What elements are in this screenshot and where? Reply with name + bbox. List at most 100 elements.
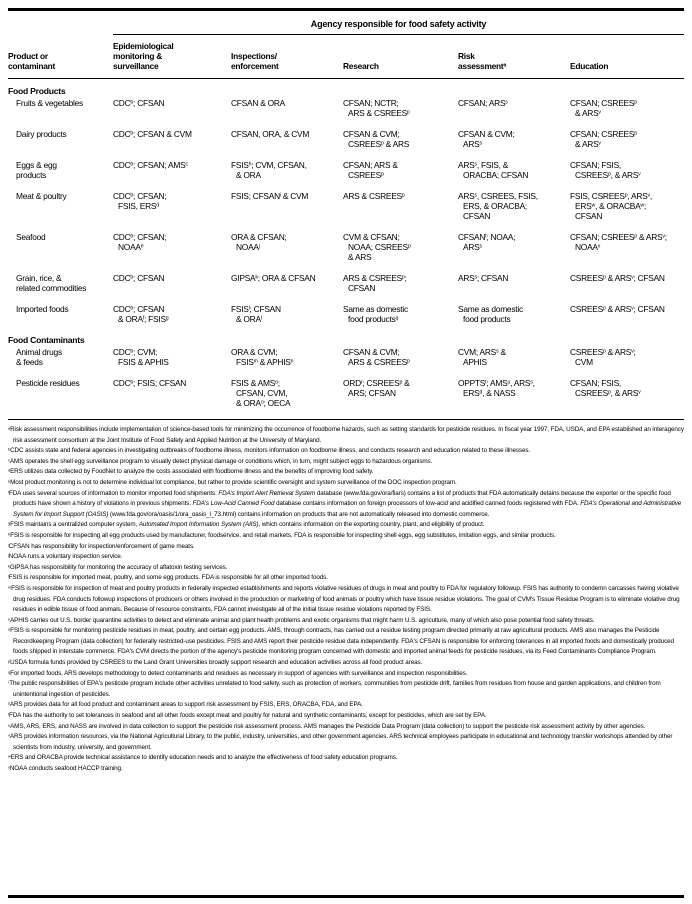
footnote-b: bCDC assists state and federal agencies … xyxy=(8,446,531,455)
footnote-c: cAMS operates the shell egg surveillance… xyxy=(8,457,433,465)
product-cell: Meat & poultry xyxy=(16,191,67,201)
column-header: Risk assessmenta xyxy=(458,51,507,71)
product-cell: Dairy products xyxy=(16,129,67,139)
table-row: Pesticide residues CDCb; FSIS; CFSAN FSIS … xyxy=(8,378,684,408)
footnote-j: jNOAA runs a voluntary inspection servic… xyxy=(8,552,123,561)
section-heading: Food Contaminants xyxy=(8,335,85,345)
agency-cell: CDCb; CFSAN; NOAAe xyxy=(113,232,167,252)
agency-cell: CDCb; CFSAN; AMSc xyxy=(113,160,188,170)
footnote-n: nAPHIS carries out U.S. border quarantin… xyxy=(8,615,595,624)
table-row: Imported foods CDCb; CFSAN & ORAf; FSISg FS… xyxy=(8,304,684,324)
agency-cell: CDCb; CFSAN & CVM xyxy=(113,129,192,139)
column-header: Epidemiological monitoring & surveillance xyxy=(113,41,174,71)
table-title: Agency responsible for food safety activ… xyxy=(113,19,684,35)
agency-cell: ORA & CFSAN; NOAAj xyxy=(231,232,287,252)
table-row: Fruits & vegetables CDCb; CFSAN CFSAN & OR… xyxy=(8,98,684,118)
footnote-i: iCFSAN has responsibility for inspection… xyxy=(8,541,195,550)
footnote-p: pUSDA formula funds provided by CSREES t… xyxy=(8,658,423,667)
product-cell: Eggs & egg products xyxy=(16,160,57,180)
footnote-f: fFDA uses several sources of information… xyxy=(8,488,682,518)
agency-cell: CDCb; CFSAN xyxy=(113,98,165,108)
agency-cell: CDCb; CFSAN; FSIS, ERSd xyxy=(113,191,167,211)
agency-cell: ARS & CSREESp; CFSAN xyxy=(343,273,407,293)
product-cell: Imported foods xyxy=(16,304,69,314)
footnote-q: qFor imported foods, ARS develops method… xyxy=(8,668,468,677)
section-heading: Food Products xyxy=(8,86,66,96)
table-body: Food Products Fruits & vegetables CDCb; CF… xyxy=(8,79,684,408)
agency-cell: CDCb; CVM; FSIS & APHIS xyxy=(113,347,169,367)
agency-cell: CFSAN & CVM; CSREESp & ARS xyxy=(343,129,410,149)
agency-cell: FSIS, CSREESp, ARSv, ERSw, & ORACBAw; CFSA… xyxy=(570,191,652,221)
agency-cell: CFSAN & CVM; ARS & CSREESp xyxy=(343,347,410,367)
agency-cell: CFSAN; NCTR; ARS & CSREESp xyxy=(343,98,410,118)
footnote-e: eMost product monitoring is not to deter… xyxy=(8,478,457,486)
footnote-m: mFSIS is responsible for inspection of m… xyxy=(8,584,680,614)
footnotes-section: aRisk assessment responsibilities includ… xyxy=(8,420,684,789)
agency-cell: CFSANt; NOAA; ARSs xyxy=(458,232,516,252)
agency-cell: CFSAN; ARSs xyxy=(458,98,508,108)
footnote-l: lFSIS is responsible for imported meat, … xyxy=(8,573,328,582)
table-row: Dairy products CDCb; CFSAN & CVM CFSAN, OR… xyxy=(8,129,684,149)
agency-cell: CFSAN & CVM; ARSs xyxy=(458,129,515,149)
product-cell: Pesticide residues xyxy=(16,378,80,388)
agency-cell: CVM & CFSAN; NOAA; CSREESp & ARS xyxy=(343,232,411,262)
agency-cell: ARSs, CSREES, FSIS, ERS, & ORACBA; CFSAN xyxy=(458,191,538,221)
column-header-row: Product or contaminant Epidemiological moni… xyxy=(8,35,684,79)
product-cell: Seafood xyxy=(16,232,46,242)
agency-cell: CDCb; FSIS; CFSAN xyxy=(113,378,187,388)
agency-cell: OPPTSt; AMSu, ARSs, ERSd, & NASS xyxy=(458,378,535,398)
table-row: Grain, rice, & related commodities CDCb; C… xyxy=(8,273,684,293)
footnote-t: tFDA has the authority to set tolerances… xyxy=(8,711,487,720)
table-row: Seafood CDCb; CFSAN; NOAAe ORA & CFSAN; NOAA… xyxy=(8,232,684,262)
column-header: Education xyxy=(570,61,609,71)
footnote-a: aRisk assessment responsibilities includ… xyxy=(8,425,684,444)
agency-cell: Same as domestic food productsq xyxy=(343,304,408,324)
agency-cell: FSIS & AMSo; CFSAN, CVM, & ORAo; OECA xyxy=(231,378,291,408)
agency-cell: ORDr; CSREESp & ARS; CFSAN xyxy=(343,378,410,398)
agency-cell: CSREESp & ARSv; CFSAN xyxy=(570,304,665,314)
agency-cell: CDCb; CFSAN xyxy=(113,273,165,283)
agency-cell: CFSAN; CSREESp & ARSv; NOAAx xyxy=(570,232,667,252)
bottom-rule xyxy=(8,895,684,898)
agency-cell: CSREESp & ARSv; CFSAN xyxy=(570,273,665,283)
agency-cell: CFSAN; CSREESp & ARSv xyxy=(570,129,637,149)
footnote-d: dERS utilizes data collected by FoodNet … xyxy=(8,467,374,476)
footnote-r: rThe public responsibilities of EPA's pe… xyxy=(8,679,661,698)
footnote-g: gFSIS maintains a centralized computer s… xyxy=(8,520,485,529)
footnote-o: oFSIS is responsible for monitoring pest… xyxy=(8,626,674,656)
agency-cell: CFSAN & ORA xyxy=(231,98,286,108)
agency-cell: CFSAN; FSIS, CSREESp, & ARSv xyxy=(570,160,641,180)
column-header: Research xyxy=(343,61,379,71)
agency-cell: ARSs, FSIS, & ORACBA; CFSAN xyxy=(458,160,529,180)
column-header: Inspections/enforcement xyxy=(231,51,279,71)
agency-cell: CFSAN; FSIS, CSREESp, & ARSv xyxy=(570,378,641,398)
agency-cell: FSIS; CFSANi & CVM xyxy=(231,191,309,201)
footnote-s: sARS provides data for all food product … xyxy=(8,700,363,709)
agency-cell: FSISl; CFSAN & ORAl xyxy=(231,304,281,324)
footnote-h: hFSIS is responsible for inspecting all … xyxy=(8,531,556,539)
product-cell: Fruits & vegetables xyxy=(16,98,83,108)
agency-cell: CSREESp & ARSv; CVM xyxy=(570,347,636,367)
agency-cell: CFSAN; ARS & CSREESp xyxy=(343,160,398,180)
table-row: Animal drugs & feeds CDCb; CVM; FSIS & APHI… xyxy=(8,347,684,367)
table-row: Eggs & egg products CDCb; CFSAN; AMSc FSISh… xyxy=(8,160,684,180)
product-cell: Grain, rice, & related commodities xyxy=(16,273,87,293)
agency-cell: ARSs; CFSAN xyxy=(458,273,509,283)
footnote-k: kGIPSA has responsibility for monitoring… xyxy=(8,562,228,571)
product-cell: Animal drugs & feeds xyxy=(16,347,62,367)
agency-cell: GIPSAk; ORA & CFSAN xyxy=(231,273,316,283)
footnote-x: xNOAA conducts seafood HACCP training. xyxy=(8,764,123,772)
footnote-v: vARS provides information resources, via… xyxy=(8,732,673,751)
agency-cell: CFSAN, ORA, & CVM xyxy=(231,129,310,139)
agency-cell: CDCb; CFSAN & ORAf; FSISg xyxy=(113,304,169,324)
footnote-w: wERS and ORACBA provide technical assist… xyxy=(8,753,398,762)
agency-cell: ORA & CVM; FSISm & APHISn xyxy=(231,347,294,367)
column-header: Product or contaminant xyxy=(8,51,56,71)
table-bottom-rule xyxy=(8,419,684,420)
agency-cell: CVM; ARSs & APHIS xyxy=(458,347,506,367)
table-row: Meat & poultry CDCb; CFSAN; FSIS, ERSd FSIS… xyxy=(8,191,684,221)
agency-cell: ARS & CSREESp xyxy=(343,191,405,201)
footnote-u: uAMS, ARS, ERS, and NASS are involved in… xyxy=(8,721,646,730)
agency-cell: CFSAN; CSREESp & ARSv xyxy=(570,98,637,118)
